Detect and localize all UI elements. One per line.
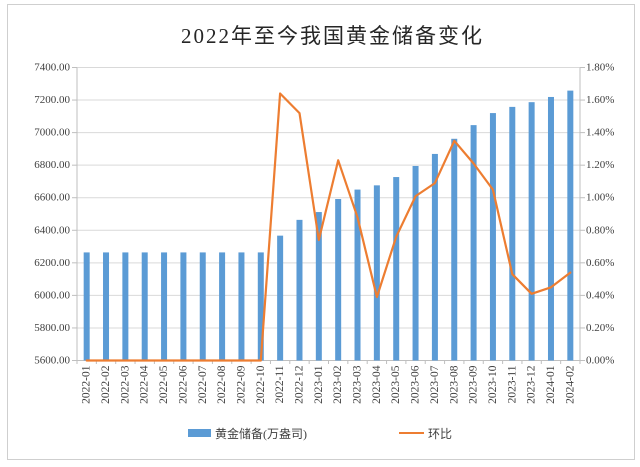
x-category-label: 2022-08 xyxy=(216,365,228,404)
y-right-tick-label: 0.40% xyxy=(586,289,614,301)
x-category-label: 2022-06 xyxy=(177,365,189,404)
legend-item-reserves: 黄金储备(万盎司) xyxy=(187,425,307,442)
reserve-bar xyxy=(161,252,168,361)
reserve-bar xyxy=(431,153,438,361)
x-category-label: 2022-11 xyxy=(274,365,286,403)
mom-line xyxy=(85,92,572,362)
y-left-tick-label: 6200.00 xyxy=(34,257,70,269)
y-left-tick-label: 5600.00 xyxy=(34,355,70,367)
x-category-label: 2022-05 xyxy=(158,365,170,404)
reserve-bar xyxy=(122,252,129,361)
reserve-bar xyxy=(257,252,264,361)
x-category-label: 2023-07 xyxy=(429,365,441,404)
x-category-label: 2023-05 xyxy=(390,365,402,404)
x-category-label: 2023-02 xyxy=(332,365,344,404)
y-right-tick-label: 1.20% xyxy=(586,159,614,171)
reserve-bar xyxy=(180,252,187,361)
reserve-bar xyxy=(412,165,419,361)
x-category-label: 2022-02 xyxy=(100,365,112,404)
reserve-bar xyxy=(470,125,477,361)
x-category-label: 2023-03 xyxy=(352,365,364,404)
legend-label-mom: 环比 xyxy=(427,426,452,441)
x-category-label: 2022-04 xyxy=(139,365,151,404)
reserve-bar xyxy=(354,189,361,361)
reserve-bar xyxy=(315,212,322,361)
legend: 黄金储备(万盎司) 环比 xyxy=(0,425,640,441)
x-category-label: 2023-04 xyxy=(371,365,383,404)
x-category-label: 2023-10 xyxy=(487,365,499,404)
reserve-bar xyxy=(509,106,516,361)
reserve-bar xyxy=(489,113,496,361)
x-category-label: 2023-01 xyxy=(313,365,325,404)
y-left-tick-label: 6600.00 xyxy=(34,192,70,204)
legend-label-reserves: 黄金储备(万盎司) xyxy=(214,426,307,441)
reserve-bar xyxy=(277,235,284,361)
y-right-tick-label: 1.00% xyxy=(586,192,614,204)
y-left-tick-label: 6800.00 xyxy=(34,159,70,171)
reserve-bar xyxy=(451,138,458,361)
y-left-tick-label: 7200.00 xyxy=(34,94,70,106)
reserve-bar xyxy=(141,252,148,361)
x-category-label: 2023-12 xyxy=(526,365,538,404)
reserve-bar xyxy=(296,219,303,361)
y-left-tick-label: 5800.00 xyxy=(34,322,70,334)
x-category-label: 2023-08 xyxy=(448,365,460,404)
bar-swatch-icon xyxy=(187,429,211,437)
x-category-label: 2022-10 xyxy=(255,365,267,404)
reserve-bar xyxy=(83,252,90,361)
y-right-tick-label: 0.80% xyxy=(586,224,614,236)
x-category-label: 2022-03 xyxy=(119,365,131,404)
x-category-label: 2022-07 xyxy=(197,365,209,404)
reserve-bar xyxy=(219,252,226,361)
reserve-bar xyxy=(335,199,342,361)
x-category-label: 2022-01 xyxy=(81,365,93,404)
x-category-label: 2024-02 xyxy=(564,365,576,404)
reserve-bar xyxy=(567,90,574,361)
reserve-bar xyxy=(528,102,535,361)
legend-item-mom: 环比 xyxy=(398,425,452,442)
y-left-tick-label: 7400.00 xyxy=(34,62,70,74)
x-category-label: 2023-06 xyxy=(410,365,422,404)
reserve-bar xyxy=(238,252,245,361)
y-left-tick-label: 7000.00 xyxy=(34,127,70,139)
y-right-tick-label: 1.40% xyxy=(586,127,614,139)
x-category-label: 2024-01 xyxy=(545,365,557,404)
y-right-tick-label: 0.20% xyxy=(586,322,614,334)
y-right-tick-label: 1.60% xyxy=(586,94,614,106)
y-right-tick-label: 1.80% xyxy=(586,62,614,74)
line-swatch-icon xyxy=(398,432,424,434)
reserve-bar xyxy=(547,96,554,361)
chart-title: 2022年至今我国黄金储备变化 xyxy=(181,24,484,48)
y-right-tick-label: 0.60% xyxy=(586,257,614,269)
y-left-tick-label: 6400.00 xyxy=(34,224,70,236)
reserve-bar xyxy=(199,252,206,361)
reserve-bar xyxy=(393,177,400,361)
x-category-label: 2022-12 xyxy=(293,365,305,404)
x-category-label: 2023-09 xyxy=(468,365,480,404)
y-left-tick-label: 6000.00 xyxy=(34,289,70,301)
reserve-bar xyxy=(373,185,380,361)
y-right-tick-label: 0.00% xyxy=(586,355,614,367)
x-category-label: 2023-11 xyxy=(506,365,518,403)
x-category-label: 2022-09 xyxy=(235,365,247,404)
reserve-bar xyxy=(103,252,110,361)
